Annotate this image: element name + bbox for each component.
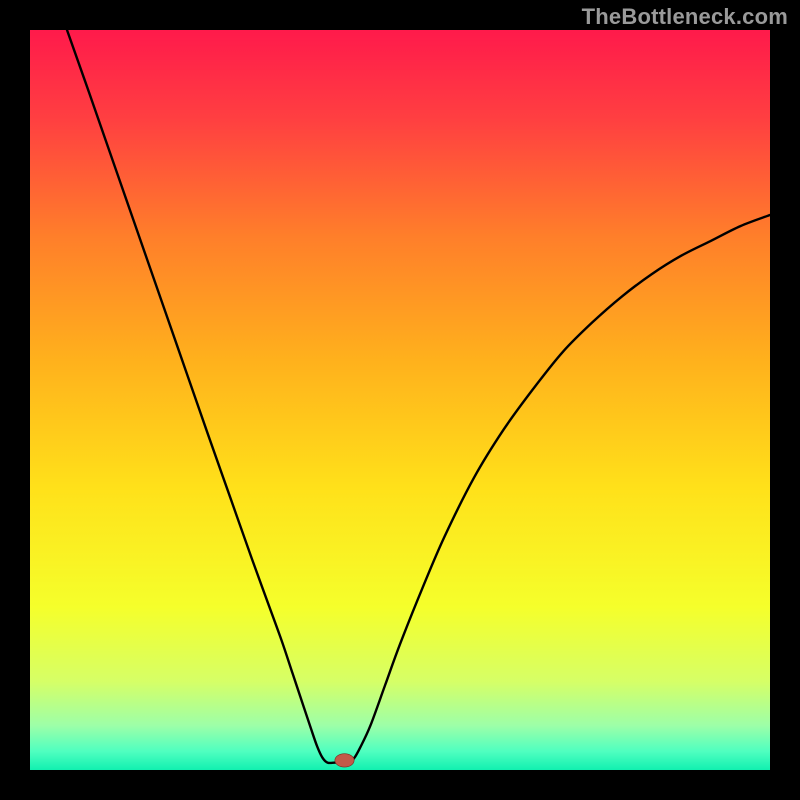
bottleneck-chart [30,30,770,770]
chart-frame: TheBottleneck.com [0,0,800,800]
optimal-point-marker [335,754,354,767]
watermark-text: TheBottleneck.com [582,4,788,30]
chart-background [30,30,770,770]
